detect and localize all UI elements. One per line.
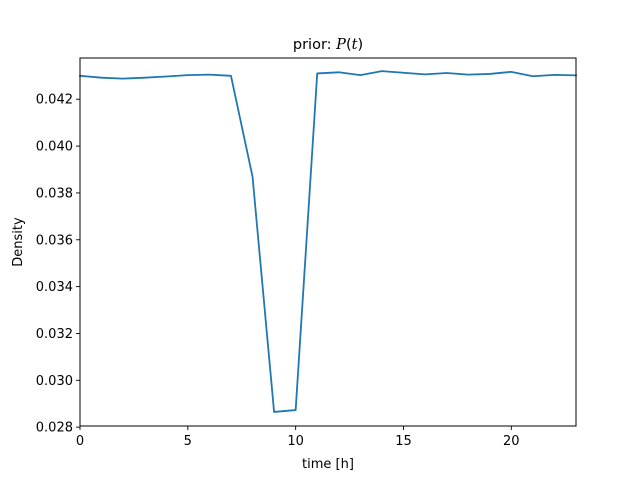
x-axis-ticks: 0 5 10 15 20 xyxy=(76,426,520,449)
x-axis-label: time [h] xyxy=(302,457,354,472)
y-tick-label: 0.032 xyxy=(36,327,73,342)
y-tick-label: 0.040 xyxy=(36,140,73,155)
y-tick-label: 0.034 xyxy=(36,280,73,295)
x-tick-label: 20 xyxy=(503,434,520,449)
plot-area xyxy=(80,58,576,426)
y-tick-label: 0.038 xyxy=(36,186,73,201)
chart-title-math-var: t xyxy=(352,37,358,53)
x-tick-label: 10 xyxy=(287,434,304,449)
y-tick-label: 0.028 xyxy=(36,421,73,436)
chart-title-math-fn: P xyxy=(335,37,346,53)
chart-title-math-close: ) xyxy=(357,37,363,53)
y-axis-ticks: 0.028 0.030 0.032 0.034 0.036 0.038 0.040 0.042 xyxy=(36,93,80,436)
x-tick-label: 15 xyxy=(395,434,412,449)
x-tick-label: 5 xyxy=(184,434,192,449)
y-tick-label: 0.030 xyxy=(36,374,73,389)
y-tick-label: 0.042 xyxy=(36,93,73,108)
chart-title: prior: P(t) xyxy=(293,37,363,53)
chart-title-math-open: ( xyxy=(346,37,352,53)
series-layer xyxy=(79,70,577,413)
series-line-0 xyxy=(79,70,577,413)
x-tick-label: 0 xyxy=(76,434,84,449)
y-axis-label: Density xyxy=(11,217,26,267)
plot-frame xyxy=(79,57,577,427)
chart-title-prefix: prior: xyxy=(293,37,336,53)
y-tick-label: 0.036 xyxy=(36,233,73,248)
